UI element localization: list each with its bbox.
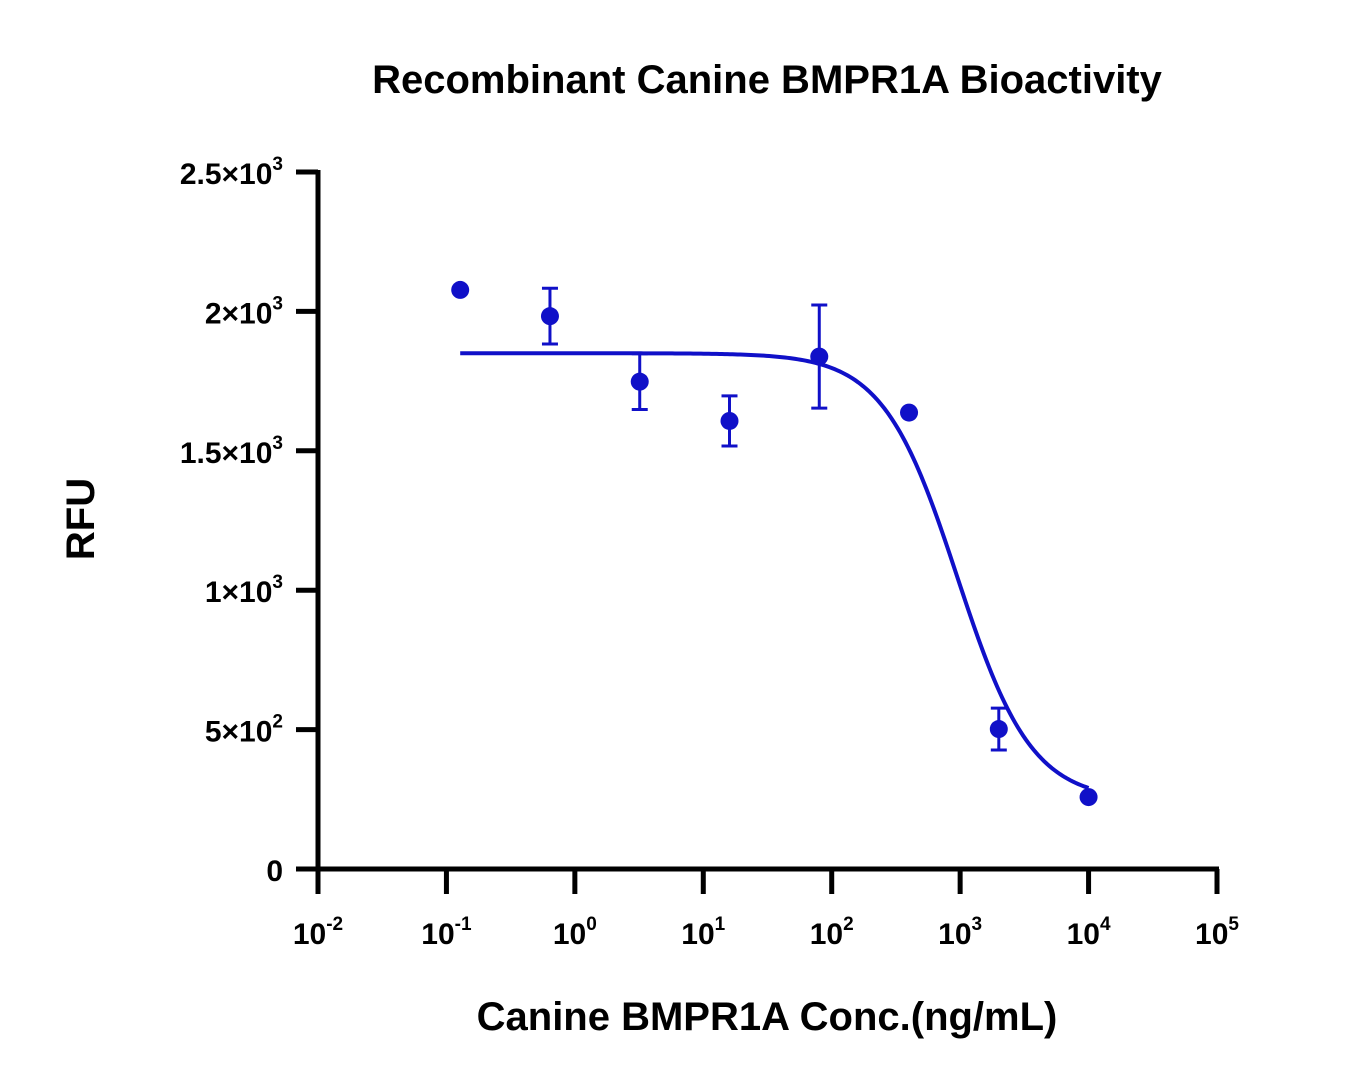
- y-tick-label: 2×103: [205, 293, 283, 330]
- y-tick-label: 5×102: [205, 712, 283, 749]
- x-tick-label: 103: [938, 914, 982, 951]
- x-tick-label: 10-1: [421, 914, 472, 951]
- x-tick-label: 101: [681, 914, 725, 951]
- data-point: [810, 347, 829, 366]
- chart-title: Recombinant Canine BMPR1A Bioactivity: [372, 58, 1163, 102]
- x-axis-label: Canine BMPR1A Conc.(ng/mL): [477, 995, 1058, 1039]
- y-tick-label: 0: [266, 855, 283, 888]
- data-point: [989, 720, 1008, 739]
- axes: 0 5×102 1×103 1.5×103 2×103 2.5×103 10-2 10-1 10…: [180, 154, 1240, 951]
- x-tick-label: 102: [810, 914, 854, 951]
- y-tick-label: 1.5×103: [180, 433, 283, 470]
- y-tick-label: 2.5×103: [180, 154, 283, 191]
- data-point: [540, 307, 559, 326]
- data-point: [720, 411, 739, 430]
- x-tick-label: 100: [553, 914, 597, 951]
- data-point: [1079, 788, 1098, 807]
- data-point: [451, 280, 470, 299]
- x-tick-label: 10-2: [293, 914, 343, 951]
- y-axis-label: RFU: [59, 478, 103, 560]
- data-point: [900, 403, 919, 422]
- y-tick-label: 1×103: [205, 572, 283, 609]
- fit-curve: [460, 351, 1090, 790]
- data-point: [630, 372, 649, 391]
- x-tick-label: 104: [1067, 914, 1111, 951]
- plot-area: [451, 280, 1098, 807]
- x-tick-label: 105: [1195, 914, 1239, 951]
